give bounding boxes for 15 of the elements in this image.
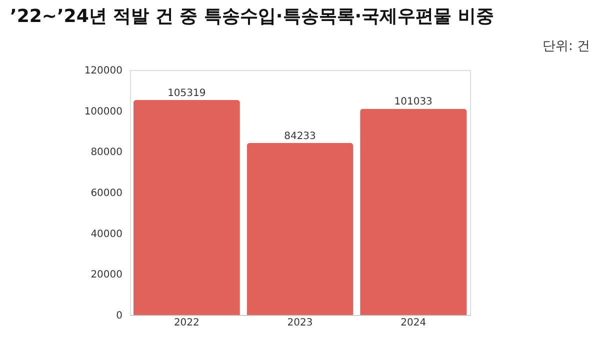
y-tick-label: 120000 bbox=[84, 66, 122, 76]
y-tick-label: 100000 bbox=[84, 106, 122, 118]
chart-title: ’22~’24년 적발 건 중 특송수입·특송목록·국제우편물 비중 bbox=[10, 6, 494, 27]
data-label: 105319 bbox=[168, 88, 206, 99]
data-label: 84233 bbox=[284, 131, 316, 142]
data-label: 101033 bbox=[394, 96, 432, 108]
y-tick-label: 40000 bbox=[90, 228, 122, 240]
x-tick-label: 2024 bbox=[400, 318, 426, 328]
text: 단위: 건 bbox=[542, 39, 590, 54]
x-tick-label: 2022 bbox=[174, 318, 200, 328]
y-tick-label: 60000 bbox=[90, 188, 122, 199]
y-tick-label: 20000 bbox=[90, 270, 122, 281]
x-tick-label: 2023 bbox=[287, 318, 313, 328]
y-tick-label: 80000 bbox=[90, 147, 122, 158]
y-tick-label: 0 bbox=[116, 310, 122, 322]
